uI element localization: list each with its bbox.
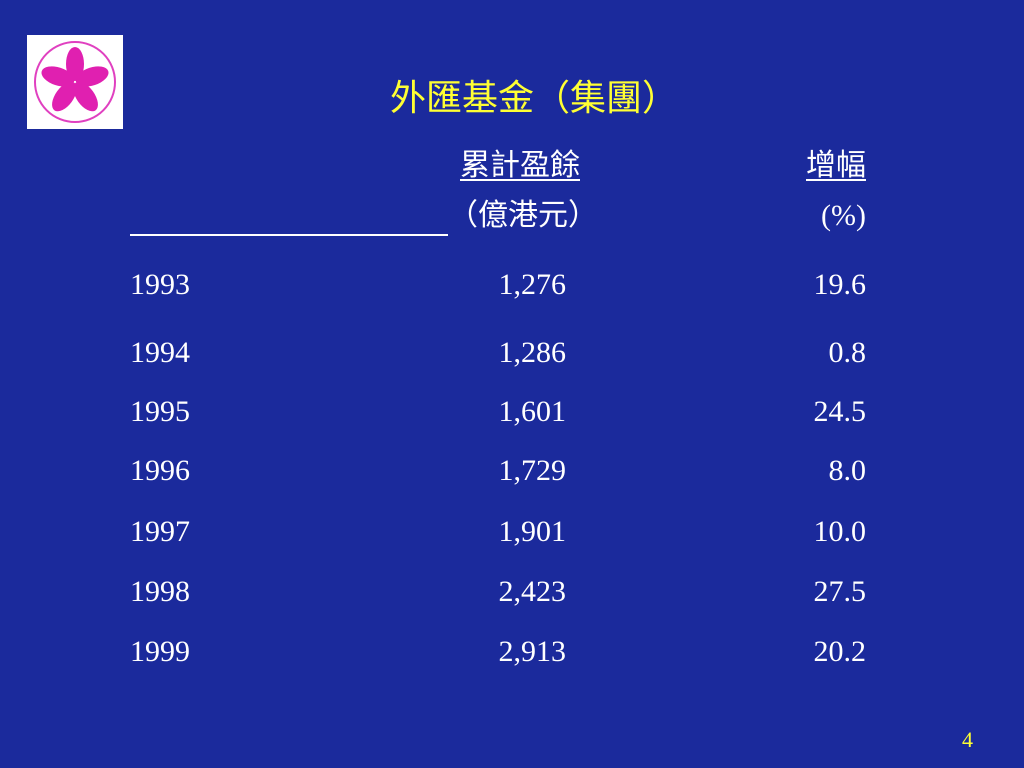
year-cell: 1993 (130, 268, 190, 301)
column-unit: （億港元） (448, 199, 598, 232)
growth-cell: 10.0 (813, 515, 867, 548)
header-rule (130, 234, 448, 236)
growth-cell: 24.5 (813, 395, 867, 428)
surplus-cell: 1,729 (498, 454, 567, 487)
year-cell: 1996 (130, 454, 190, 487)
surplus-cell: 1,276 (498, 268, 567, 301)
column-unit: (%) (821, 199, 866, 232)
growth-cell: 8.0 (828, 454, 867, 487)
growth-cell: 19.6 (813, 268, 867, 301)
growth-cell: 20.2 (813, 635, 867, 668)
column-header: 增幅 (806, 149, 866, 182)
surplus-cell: 2,423 (498, 575, 567, 608)
year-cell: 1997 (130, 515, 190, 548)
year-cell: 1999 (130, 635, 190, 668)
page-number: 4 (962, 727, 973, 752)
year-cell: 1994 (130, 336, 190, 369)
year-cell: 1998 (130, 575, 190, 608)
surplus-cell: 1,601 (498, 395, 567, 428)
growth-cell: 0.8 (828, 336, 867, 369)
logo (27, 35, 123, 129)
surplus-cell: 1,286 (498, 336, 567, 369)
growth-cell: 27.5 (813, 575, 867, 608)
slide-title: 外匯基金（集團） (390, 78, 679, 118)
surplus-cell: 1,901 (498, 515, 567, 548)
column-header: 累計盈餘 (460, 149, 580, 182)
year-cell: 1995 (130, 395, 190, 428)
surplus-cell: 2,913 (498, 635, 567, 668)
